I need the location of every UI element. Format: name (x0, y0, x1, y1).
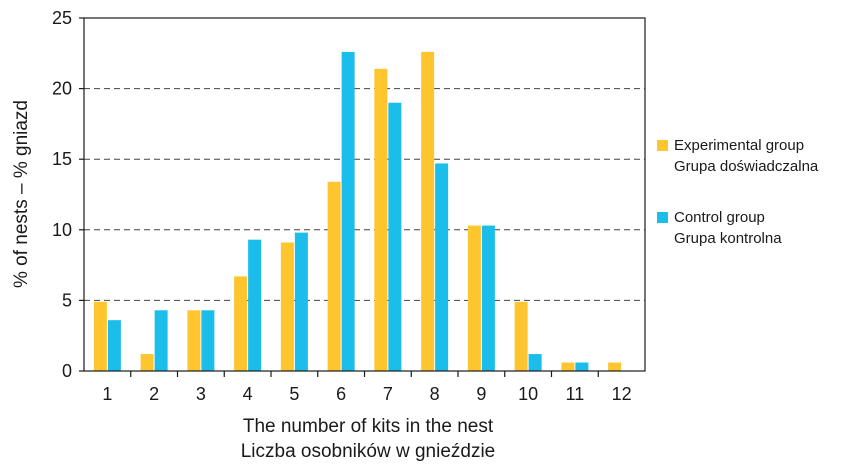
y-tick-label: 10 (52, 220, 72, 240)
axis-ticks (79, 17, 599, 377)
x-tick-label: 10 (518, 384, 538, 404)
x-tick-label: 11 (566, 384, 585, 404)
bar-experimental-7 (374, 68, 388, 371)
bar-experimental-8 (421, 51, 435, 371)
y-tick-label: 20 (52, 79, 72, 99)
bars (93, 51, 622, 371)
x-tick-label: 8 (430, 384, 440, 404)
bar-control-1 (107, 320, 121, 371)
x-tick-label: 4 (243, 384, 253, 404)
bar-experimental-2 (140, 354, 154, 371)
x-axis-title: The number of kits in the nest (243, 416, 494, 437)
bar-experimental-1 (93, 301, 107, 371)
legend-swatch-experimental (657, 140, 668, 151)
legend-swatch-control (657, 212, 668, 223)
bar-experimental-6 (327, 181, 341, 371)
bar-experimental-4 (234, 276, 248, 371)
x-tick-label: 7 (383, 384, 393, 404)
y-tick-label: 25 (52, 8, 72, 28)
bar-experimental-5 (280, 242, 294, 371)
y-tick-label: 5 (62, 290, 72, 310)
x-tick-label: 6 (336, 384, 346, 404)
y-tick-label: 15 (52, 149, 72, 169)
bar-control-3 (201, 310, 215, 371)
x-tick-label: 9 (476, 384, 486, 404)
bar-control-10 (528, 354, 542, 371)
legend-label-experimental-polish: Grupa doświadczalna (674, 158, 819, 175)
bar-experimental-11 (561, 362, 575, 371)
bar-experimental-3 (187, 310, 201, 371)
bar-control-4 (248, 239, 262, 371)
bar-control-9 (481, 225, 495, 371)
x-tick-label: 12 (612, 384, 632, 404)
bar-control-2 (154, 310, 168, 371)
y-axis-tick-labels: 0 5 10 15 20 25 (52, 8, 72, 381)
x-tick-label: 2 (149, 384, 159, 404)
legend-label-control: Control group (674, 209, 765, 226)
bar-experimental-12 (608, 362, 622, 371)
plot-area-frame (83, 17, 646, 372)
y-tick-label: 0 (62, 361, 72, 381)
legend-label-control-polish: Grupa kontrolna (674, 230, 782, 247)
bar-control-7 (388, 102, 402, 371)
bar-control-11 (575, 362, 589, 371)
x-axis-title-polish: Liczba osobników w gnieździe (241, 441, 496, 462)
bar-control-8 (435, 163, 449, 371)
y-axis-title: % of nests – % gniazd (11, 100, 32, 288)
x-tick-label: 3 (196, 384, 206, 404)
bar-experimental-10 (514, 301, 528, 371)
x-tick-label: 5 (289, 384, 299, 404)
bar-control-6 (341, 51, 355, 371)
bar-control-5 (294, 232, 308, 371)
legend-label-experimental: Experimental group (674, 137, 804, 154)
x-axis-tick-labels: 1 2 3 4 5 6 7 8 9 10 11 12 (102, 384, 631, 404)
legend: Experimental group Grupa doświadczalna C… (657, 137, 819, 247)
x-tick-label: 1 (102, 384, 112, 404)
gridlines (84, 88, 645, 301)
bar-experimental-9 (467, 225, 481, 371)
